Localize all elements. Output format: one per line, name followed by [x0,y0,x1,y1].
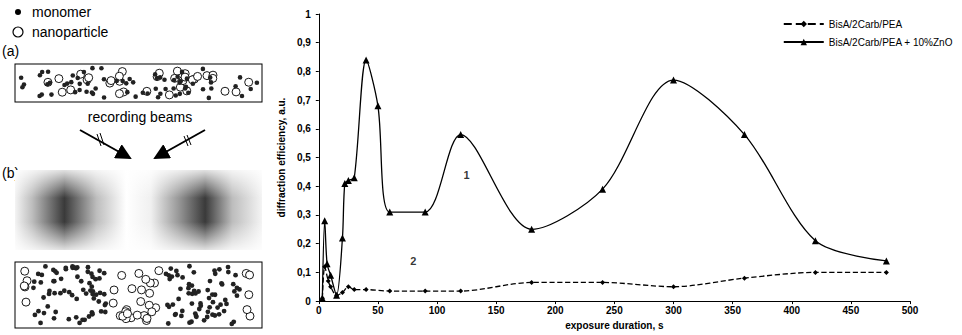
svg-text:350: 350 [724,305,741,316]
svg-text:100: 100 [429,305,446,316]
svg-text:0,7: 0,7 [297,95,311,106]
svg-text:recording beams: recording beams [88,109,192,125]
svg-text:diffraction efficiency, a.u.: diffraction efficiency, a.u. [276,97,287,217]
svg-text:2: 2 [410,255,416,267]
svg-text:300: 300 [665,305,682,316]
svg-text:monomer: monomer [32,4,91,20]
svg-text:50: 50 [372,305,384,316]
svg-text:0,5: 0,5 [297,152,311,163]
svg-text:(a): (a) [2,43,19,59]
svg-text:0,1: 0,1 [297,267,311,278]
svg-text:500: 500 [902,305,919,316]
svg-text:0: 0 [305,296,311,307]
svg-text:nanoparticle: nanoparticle [32,24,108,40]
svg-text:BisA/2Carb/PEA: BisA/2Carb/PEA [829,19,903,30]
svg-text:0,9: 0,9 [297,37,311,48]
svg-text:400: 400 [783,305,800,316]
svg-text:exposure duration, s: exposure duration, s [565,320,664,331]
svg-text:0,6: 0,6 [297,123,311,134]
svg-text:200: 200 [547,305,564,316]
svg-text:1: 1 [464,169,470,181]
svg-text:BisA/2Carb/PEA + 10%ZnO: BisA/2Carb/PEA + 10%ZnO [829,37,953,48]
svg-text:250: 250 [606,305,623,316]
svg-text:1: 1 [305,9,311,20]
svg-text:0,2: 0,2 [297,238,311,249]
svg-text:0: 0 [316,305,322,316]
svg-text:0,4: 0,4 [297,181,311,192]
svg-text:450: 450 [843,305,860,316]
svg-text:150: 150 [488,305,505,316]
svg-text:0,3: 0,3 [297,209,311,220]
svg-text:(b): (b) [2,165,20,181]
svg-text:0,8: 0,8 [297,66,311,77]
